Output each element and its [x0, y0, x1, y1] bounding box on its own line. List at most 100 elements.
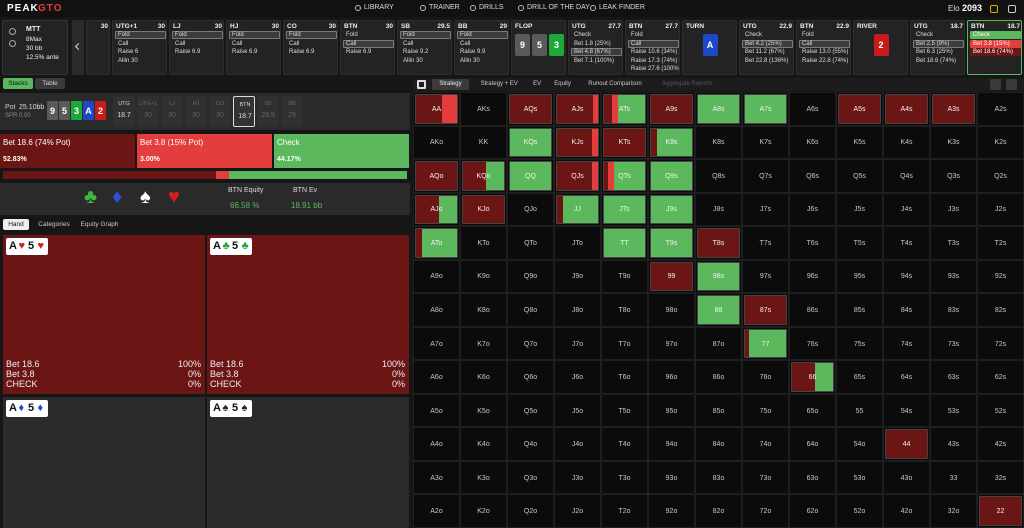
hand-cell[interactable]: T6o: [601, 360, 648, 394]
nav-item[interactable]: LIBRARY: [364, 4, 394, 11]
action-option[interactable]: Call: [289, 40, 300, 47]
hand-cell[interactable]: K7o: [460, 326, 507, 361]
action-option[interactable]: Bet 3.8 (15%): [970, 39, 1021, 48]
hand-cell[interactable]: 83s: [930, 293, 977, 327]
hand-cell[interactable]: 77: [742, 326, 789, 361]
icon[interactable]: [1006, 79, 1017, 90]
hand-cell[interactable]: Q2o: [507, 494, 554, 528]
action-option[interactable]: Bet 4.2 (25%): [742, 39, 793, 48]
action-option[interactable]: Raise 6: [118, 49, 139, 56]
action-option[interactable]: Fold: [631, 32, 643, 38]
hand-cell[interactable]: Q5s: [836, 159, 883, 193]
hand-cell[interactable]: 63s: [930, 360, 977, 394]
hand-cell[interactable]: J5o: [554, 393, 601, 428]
hand-cell[interactable]: 64s: [883, 360, 930, 394]
action-option[interactable]: Allin 30: [460, 57, 480, 64]
action-option[interactable]: Call: [628, 39, 679, 48]
hand-cell[interactable]: A5o: [413, 393, 460, 428]
hand-cell[interactable]: A7o: [413, 326, 460, 361]
action-column[interactable]: BTN 27.7 Fold Call Raise 10.6 (34%) Raise 17.…: [625, 20, 680, 75]
hand-cell[interactable]: Q8o: [507, 293, 554, 327]
action-option[interactable]: Fold: [802, 32, 814, 38]
hand-cell[interactable]: K6o: [460, 360, 507, 394]
hand-cell[interactable]: Q6o: [507, 360, 554, 394]
action-column[interactable]: FLOP 9 5 3: [511, 20, 566, 75]
hand-cell[interactable]: 52o: [836, 494, 883, 528]
hand-cell[interactable]: Q7o: [507, 326, 554, 361]
hand-cell[interactable]: 85o: [695, 393, 742, 428]
strategy-action[interactable]: Bet 3.8 (15% Pot) 3.00%: [137, 134, 272, 168]
hand-cell[interactable]: J6o: [554, 360, 601, 394]
hand-cell[interactable]: 97s: [742, 259, 789, 294]
hand-cell[interactable]: 74s: [883, 326, 930, 361]
action-column[interactable]: BTN 22.9 Fold Call Raise 13.0 (55%) Raise 22.…: [796, 20, 851, 75]
hand-cell[interactable]: K5o: [460, 393, 507, 428]
action-column[interactable]: UTG+1 30 Fold Call Raise 6 Allin 30: [112, 20, 167, 75]
action-option[interactable]: Raise 6.9: [289, 49, 315, 56]
hand-cell[interactable]: J7s: [742, 192, 789, 227]
hand-cell[interactable]: J9o: [554, 259, 601, 294]
suit-filter[interactable]: ♥: [168, 186, 180, 208]
hand-cell[interactable]: KTs: [601, 125, 648, 160]
hand-cell[interactable]: T5o: [601, 393, 648, 428]
hand-cell[interactable]: J3s: [930, 192, 977, 227]
hand-cell[interactable]: A7s: [742, 92, 789, 126]
hand-cell[interactable]: KQo: [460, 159, 507, 193]
hand-cell[interactable]: 55: [836, 393, 883, 428]
hand-cell[interactable]: Q4o: [507, 427, 554, 461]
hand-cell[interactable]: 43o: [883, 460, 930, 495]
hand-cell[interactable]: 93o: [648, 460, 695, 495]
action-column[interactable]: TURN A: [682, 20, 737, 75]
tab[interactable]: Categories: [38, 221, 70, 228]
hand-cell[interactable]: K9o: [460, 259, 507, 294]
hand-cell[interactable]: 65o: [789, 393, 836, 428]
hand-cell[interactable]: 62o: [789, 494, 836, 528]
hand-cell[interactable]: 32o: [930, 494, 977, 528]
hand-cell[interactable]: AJo: [413, 192, 460, 227]
icon[interactable]: [417, 80, 426, 89]
hand-cell[interactable]: J9s: [648, 192, 695, 227]
hand-cell[interactable]: ATo: [413, 226, 460, 260]
hand-cell[interactable]: K8o: [460, 293, 507, 327]
tab[interactable]: EV: [533, 81, 542, 87]
hand-cell[interactable]: K9s: [648, 125, 695, 160]
hand-cell[interactable]: AKo: [413, 125, 460, 160]
hand-cell[interactable]: Q9s: [648, 159, 695, 193]
suit-filter[interactable]: ♣: [84, 186, 98, 208]
hand-cell[interactable]: T9s: [648, 226, 695, 260]
hand-cell[interactable]: T9o: [601, 259, 648, 294]
action-option[interactable]: Call: [799, 39, 850, 48]
hand-cell[interactable]: 94o: [648, 427, 695, 461]
action-option[interactable]: Raise 9.9: [460, 49, 486, 56]
position-box[interactable]: LJ 30: [161, 96, 183, 127]
action-option[interactable]: Raise 6.9: [232, 49, 258, 56]
hand-cell[interactable]: Q2s: [977, 159, 1024, 193]
action-option[interactable]: Raise 6.9: [346, 49, 372, 56]
hand-cell[interactable]: Q6s: [789, 159, 836, 193]
hand-cell[interactable]: 86o: [695, 360, 742, 394]
hand-cell[interactable]: K4s: [883, 125, 930, 160]
hand-cell[interactable]: T3s: [930, 226, 977, 260]
action-option[interactable]: Call: [118, 40, 129, 47]
action-option[interactable]: Call: [232, 40, 243, 47]
action-column[interactable]: BB 29 Fold Call Raise 9.9 Allin 30: [454, 20, 509, 75]
action-option[interactable]: Check: [916, 32, 934, 38]
hand-cell[interactable]: J8o: [554, 293, 601, 327]
nav-item[interactable]: DRILL OF THE DAY: [527, 4, 590, 11]
hand-cell[interactable]: J4o: [554, 427, 601, 461]
hand-cell[interactable]: KTo: [460, 226, 507, 260]
action-column[interactable]: UTG 18.7 Check Bet 2.5 (9%) Bet 6.3 (25%) Bet…: [910, 20, 965, 75]
action-option[interactable]: Fold: [115, 31, 166, 40]
hand-cell[interactable]: TT: [601, 226, 648, 260]
position-box[interactable]: BB 29: [281, 96, 303, 127]
icon[interactable]: [990, 79, 1001, 90]
hand-cell[interactable]: T6s: [789, 226, 836, 260]
hand-cell[interactable]: 99: [648, 259, 695, 294]
tab[interactable]: Table: [35, 78, 65, 89]
hand-cell[interactable]: T4s: [883, 226, 930, 260]
action-column[interactable]: UTG 22.9 Check Bet 4.2 (25%) Bet 11.2 (67%) B…: [739, 20, 794, 75]
position-box[interactable]: CO 30: [209, 96, 231, 127]
icon[interactable]: [990, 5, 998, 13]
hand-cell[interactable]: T5s: [836, 226, 883, 260]
action-column[interactable]: CO 30 Fold Call Raise 6.9: [283, 20, 338, 75]
